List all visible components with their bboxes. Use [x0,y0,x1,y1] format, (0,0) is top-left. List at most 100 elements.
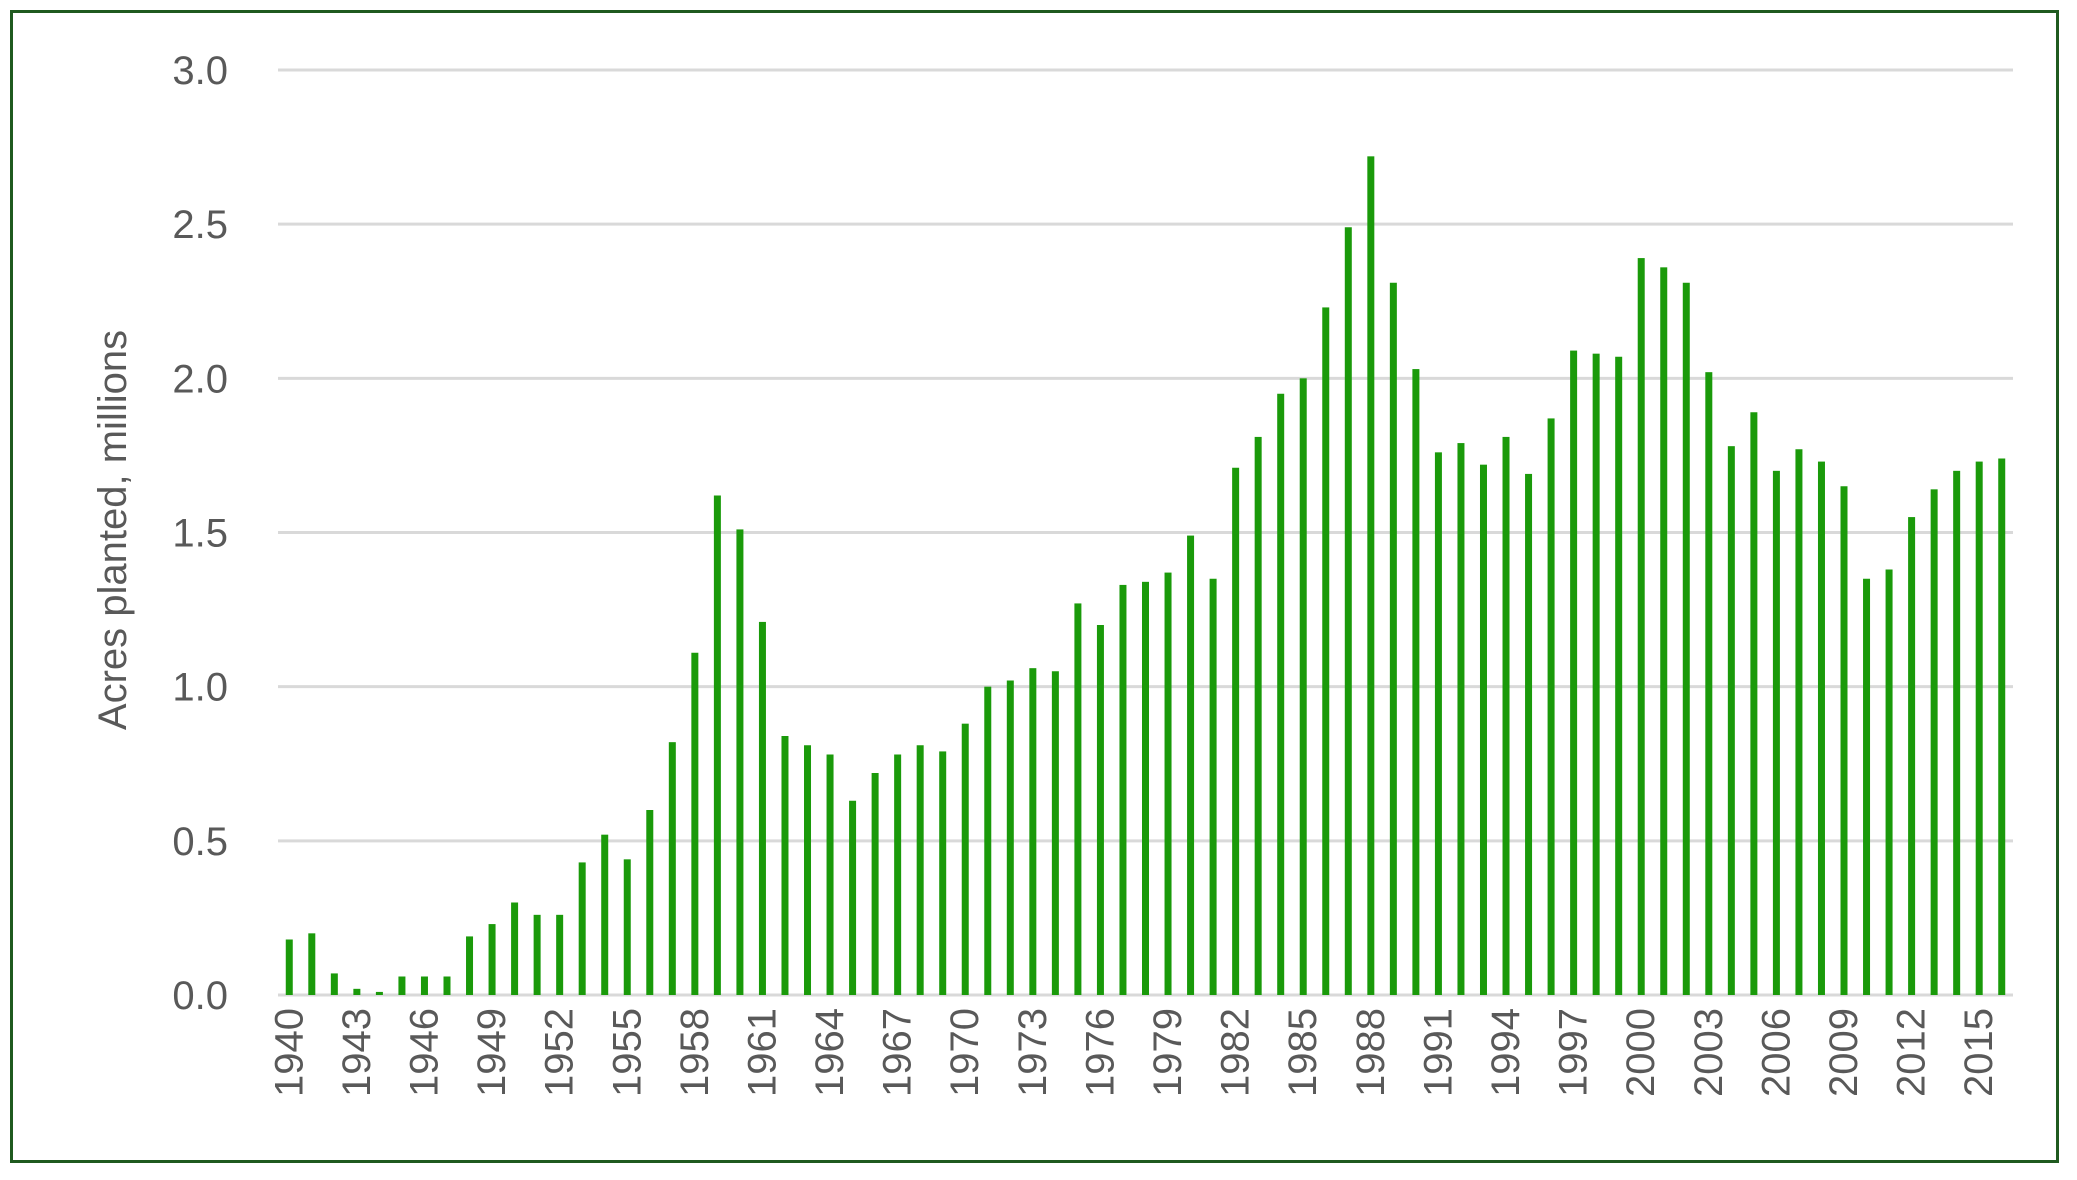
bar-1981 [1209,578,1217,995]
bar-1972 [1006,680,1014,995]
bar-1993 [1479,464,1487,996]
bar-2014 [1953,470,1961,995]
bar-2003 [1705,372,1713,996]
bar-1941 [308,933,316,995]
bar-1967 [894,754,902,995]
bar-1961 [758,621,766,995]
x-tick-label: 2006 [1754,1008,1798,1097]
bar-1992 [1457,443,1465,995]
y-tick-label: 2.5 [172,203,228,247]
bar-1977 [1119,584,1127,995]
y-tick-label: 1.5 [172,512,228,556]
x-tick-label: 1958 [673,1008,717,1097]
y-tick-label: 1.0 [172,666,228,710]
bar-1983 [1254,436,1262,996]
bar-1971 [984,686,992,995]
bar-2000 [1637,258,1645,995]
bar-1954 [601,834,609,995]
x-tick-label: 2009 [1822,1008,1866,1097]
bar-1953 [578,862,586,995]
bar-2012 [1908,517,1916,995]
x-tick-label: 1961 [740,1008,784,1097]
bar-1956 [646,810,654,995]
x-tick-label: 1976 [1078,1008,1122,1097]
y-axis-label: Acres planted, millions [91,330,135,730]
bar-1985 [1299,378,1307,995]
bar-1979 [1164,572,1172,995]
bar-1963 [804,745,812,995]
bar-1965 [849,800,857,995]
bar-2008 [1817,461,1825,995]
x-tick-label: 1979 [1146,1008,1190,1097]
y-tick-label: 0.0 [172,974,228,1018]
x-tick-label: 1940 [267,1008,311,1097]
bar-2006 [1772,470,1780,995]
bar-1974 [1051,671,1059,995]
bar-1943 [353,988,361,995]
bar-1957 [668,742,676,995]
bar-1986 [1322,307,1330,996]
bar-1994 [1502,436,1510,996]
bar-1949 [488,924,496,995]
bar-1945 [398,976,406,995]
bar-1978 [1142,581,1149,995]
x-tick-label: 1967 [876,1008,920,1097]
bar-1966 [871,773,879,995]
x-tick-label: 1955 [605,1008,649,1097]
x-tick-label: 1964 [808,1008,852,1097]
bar-1951 [533,914,541,995]
x-tick-label: 2003 [1687,1008,1731,1097]
bar-1973 [1029,668,1037,995]
bar-1948 [466,936,474,995]
x-tick-label: 1985 [1281,1008,1325,1097]
bar-1940 [285,939,293,995]
x-tick-label: 1970 [943,1008,987,1097]
x-tick-label: 1988 [1349,1008,1393,1097]
bar-1968 [916,745,924,995]
y-axis-tick-labels: 0.0 0.5 1.0 1.5 2.0 2.5 3.0 [172,49,228,1018]
bar-1998 [1592,353,1600,996]
bar-2015 [1975,461,1983,995]
y-tick-label: 2.0 [172,357,228,401]
bar-1999 [1615,356,1623,995]
x-tick-label: 1949 [470,1008,514,1097]
bar-1997 [1570,350,1578,995]
y-tick-label: 0.5 [172,820,228,864]
x-tick-label: 2015 [1957,1008,2001,1097]
bar-1996 [1547,418,1555,996]
x-tick-label: 1952 [538,1008,582,1097]
bar-2016 [1998,458,2006,995]
x-tick-label: 1946 [402,1008,446,1097]
bar-1970 [961,723,969,995]
bar-1959 [713,495,721,995]
bar-1958 [691,652,699,995]
bar-1991 [1434,452,1442,995]
bar-1952 [556,914,564,995]
x-tick-label: 2012 [1890,1008,1934,1097]
bar-2013 [1930,489,1938,995]
bar-2010 [1863,578,1871,995]
gridlines [278,68,2013,997]
y-tick-label: 3.0 [172,49,228,93]
bar-1980 [1187,535,1195,995]
bar-1976 [1096,625,1104,995]
bar-1982 [1232,467,1240,995]
bar-1962 [781,736,789,995]
bar-1975 [1074,603,1082,995]
bar-1946 [420,976,428,995]
bar-2009 [1840,486,1848,995]
bar-1989 [1389,282,1397,995]
bar-1969 [939,751,947,995]
x-tick-label: 1943 [335,1008,379,1097]
bar-1988 [1367,156,1375,996]
bar-1987 [1344,227,1352,995]
bar-1955 [623,859,631,995]
bar-1984 [1277,393,1285,995]
x-tick-label: 1994 [1484,1008,1528,1097]
bar-2005 [1750,412,1758,995]
bar-1942 [330,973,338,995]
x-tick-label: 1982 [1214,1008,1258,1097]
bars [285,156,2006,996]
bar-1995 [1525,473,1533,996]
